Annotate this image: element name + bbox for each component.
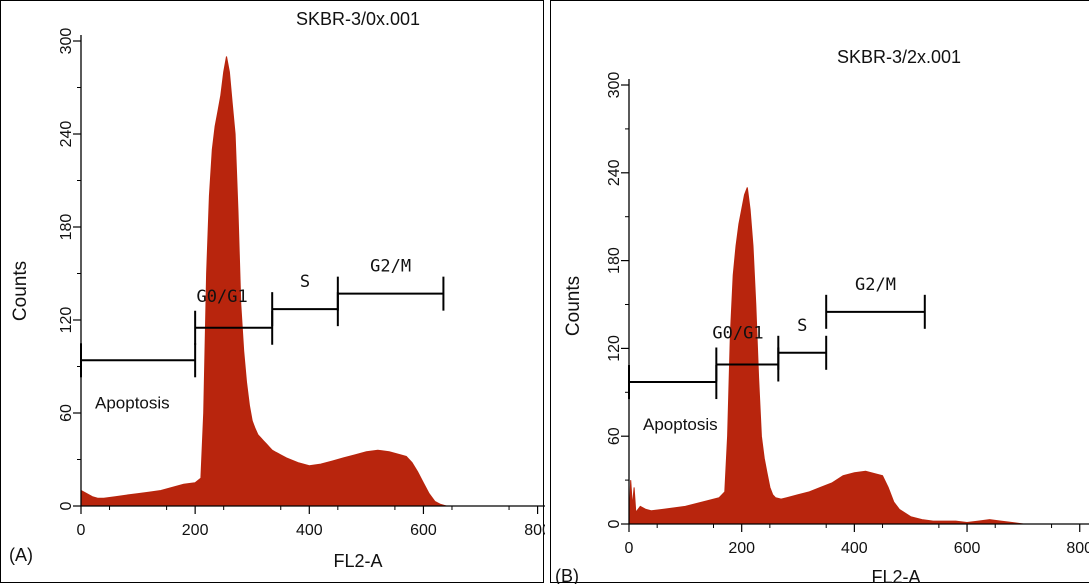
gate-label: G2/M xyxy=(855,275,896,295)
gate-label: G0/G1 xyxy=(712,323,763,343)
y-tick-label: 240 xyxy=(606,159,623,186)
y-tick-label: 180 xyxy=(58,214,75,241)
gate-g2-m xyxy=(336,276,445,311)
gate-s xyxy=(271,292,339,327)
x-tick-label: 400 xyxy=(841,540,868,557)
gate-label: G2/M xyxy=(370,257,411,277)
x-tick-label: 0 xyxy=(77,522,86,539)
gate-label: S xyxy=(300,272,310,292)
y-tick-label: 0 xyxy=(606,519,623,528)
panel-b: 0 200 400 600 800 0 60 120 180 240 300 Apoptosis G0/… xyxy=(550,0,1089,584)
panel-a: 0 200 400 600 800 0 60 120 180 240 300 Apoptosis G0/… xyxy=(0,0,545,583)
x-tick-label: 800 xyxy=(524,522,545,539)
histogram-b: 0 200 400 600 800 0 60 120 180 240 300 Apoptosis G0/… xyxy=(555,47,1089,584)
x-tick-label: 600 xyxy=(410,522,437,539)
y-tick-label: 240 xyxy=(58,121,75,148)
gate-s xyxy=(777,335,828,370)
gate-apoptosis xyxy=(628,365,718,400)
x-tick-label: 800 xyxy=(1066,540,1089,557)
y-tick-label: 60 xyxy=(606,427,623,445)
x-axis-label: FL2-A xyxy=(871,567,920,584)
x-axis-label: FL2-A xyxy=(333,551,382,571)
histogram-area xyxy=(80,56,545,507)
histogram-a: 0 200 400 600 800 0 60 120 180 240 300 Apoptosis G0/… xyxy=(9,9,545,571)
gate-g2-m xyxy=(825,294,926,329)
y-tick-label: 180 xyxy=(606,247,623,274)
x-tick-label: 600 xyxy=(954,540,981,557)
y-tick-label: 120 xyxy=(606,335,623,362)
y-axis-label: Counts xyxy=(10,261,31,321)
gate-apoptosis xyxy=(80,343,197,378)
x-tick-label: 400 xyxy=(296,522,323,539)
gate-label: Apoptosis xyxy=(643,415,718,434)
gate-label: S xyxy=(797,316,807,336)
panel-label: (A) xyxy=(9,545,33,565)
panel-label: (B) xyxy=(555,566,579,584)
y-axis-label: Counts xyxy=(563,276,584,336)
x-tick-label: 0 xyxy=(625,540,634,557)
y-tick-label: 300 xyxy=(58,28,75,55)
chart-title: SKBR-3/0x.001 xyxy=(296,9,420,29)
histogram-area xyxy=(628,187,1089,525)
gate-label: Apoptosis xyxy=(95,393,170,412)
y-tick-label: 120 xyxy=(58,307,75,334)
gate-label: G0/G1 xyxy=(197,287,248,307)
chart-title: SKBR-3/2x.001 xyxy=(837,47,961,67)
y-tick-label: 60 xyxy=(58,404,75,422)
x-tick-label: 200 xyxy=(728,540,755,557)
x-tick-label: 200 xyxy=(182,522,209,539)
y-tick-label: 0 xyxy=(58,501,75,510)
y-tick-label: 300 xyxy=(606,72,623,99)
